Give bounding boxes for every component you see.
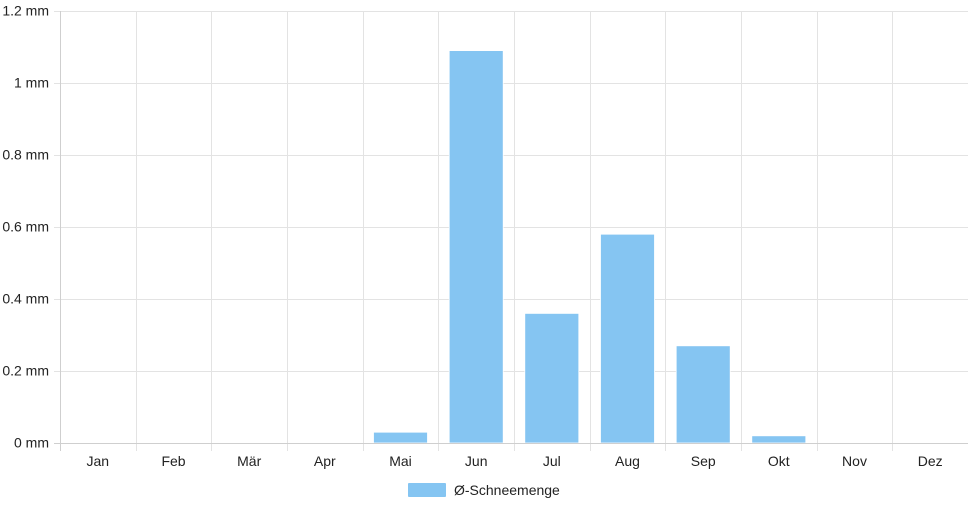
labels-layer: 0 mm 0.2 mm 0.4 mm 0.6 mm 0.8 mm 1 mm 1.2 mm Ja… <box>2 3 942 470</box>
x-tick-label: Jul <box>543 453 561 469</box>
x-tick-label: Okt <box>768 453 790 469</box>
bar-jul[interactable] <box>524 312 580 444</box>
x-tick-label: Jun <box>465 453 488 469</box>
legend-label[interactable]: Ø-Schneemenge <box>454 482 560 498</box>
x-tick-label: Apr <box>314 453 336 469</box>
x-tick-label: Nov <box>842 453 867 469</box>
x-tick-label: Jan <box>87 453 110 469</box>
y-tick-label: 0.2 mm <box>2 363 49 379</box>
x-tick-label: Sep <box>691 453 716 469</box>
grid-layer <box>54 11 968 451</box>
y-tick-label: 1.2 mm <box>2 3 49 19</box>
bar-aug[interactable] <box>600 233 655 444</box>
y-tick-label: 0.4 mm <box>2 291 49 307</box>
y-tick-label: 1 mm <box>14 75 49 91</box>
bars-layer <box>373 50 807 444</box>
bar-jun[interactable] <box>448 50 504 444</box>
y-tick-label: 0.6 mm <box>2 219 49 235</box>
bar-okt[interactable] <box>751 435 807 444</box>
bar-sep[interactable] <box>675 345 731 444</box>
y-tick-label: 0 mm <box>14 435 49 451</box>
x-tick-label: Feb <box>161 453 185 469</box>
x-tick-label: Aug <box>615 453 640 469</box>
x-tick-label: Dez <box>918 453 943 469</box>
y-tick-label: 0.8 mm <box>2 147 49 163</box>
x-tick-label: Mai <box>389 453 412 469</box>
bar-mai[interactable] <box>373 431 428 444</box>
legend[interactable]: Ø-Schneemenge <box>408 482 560 498</box>
legend-swatch[interactable] <box>408 483 446 497</box>
axis-layer <box>54 11 968 451</box>
x-tick-label: Mär <box>237 453 261 469</box>
